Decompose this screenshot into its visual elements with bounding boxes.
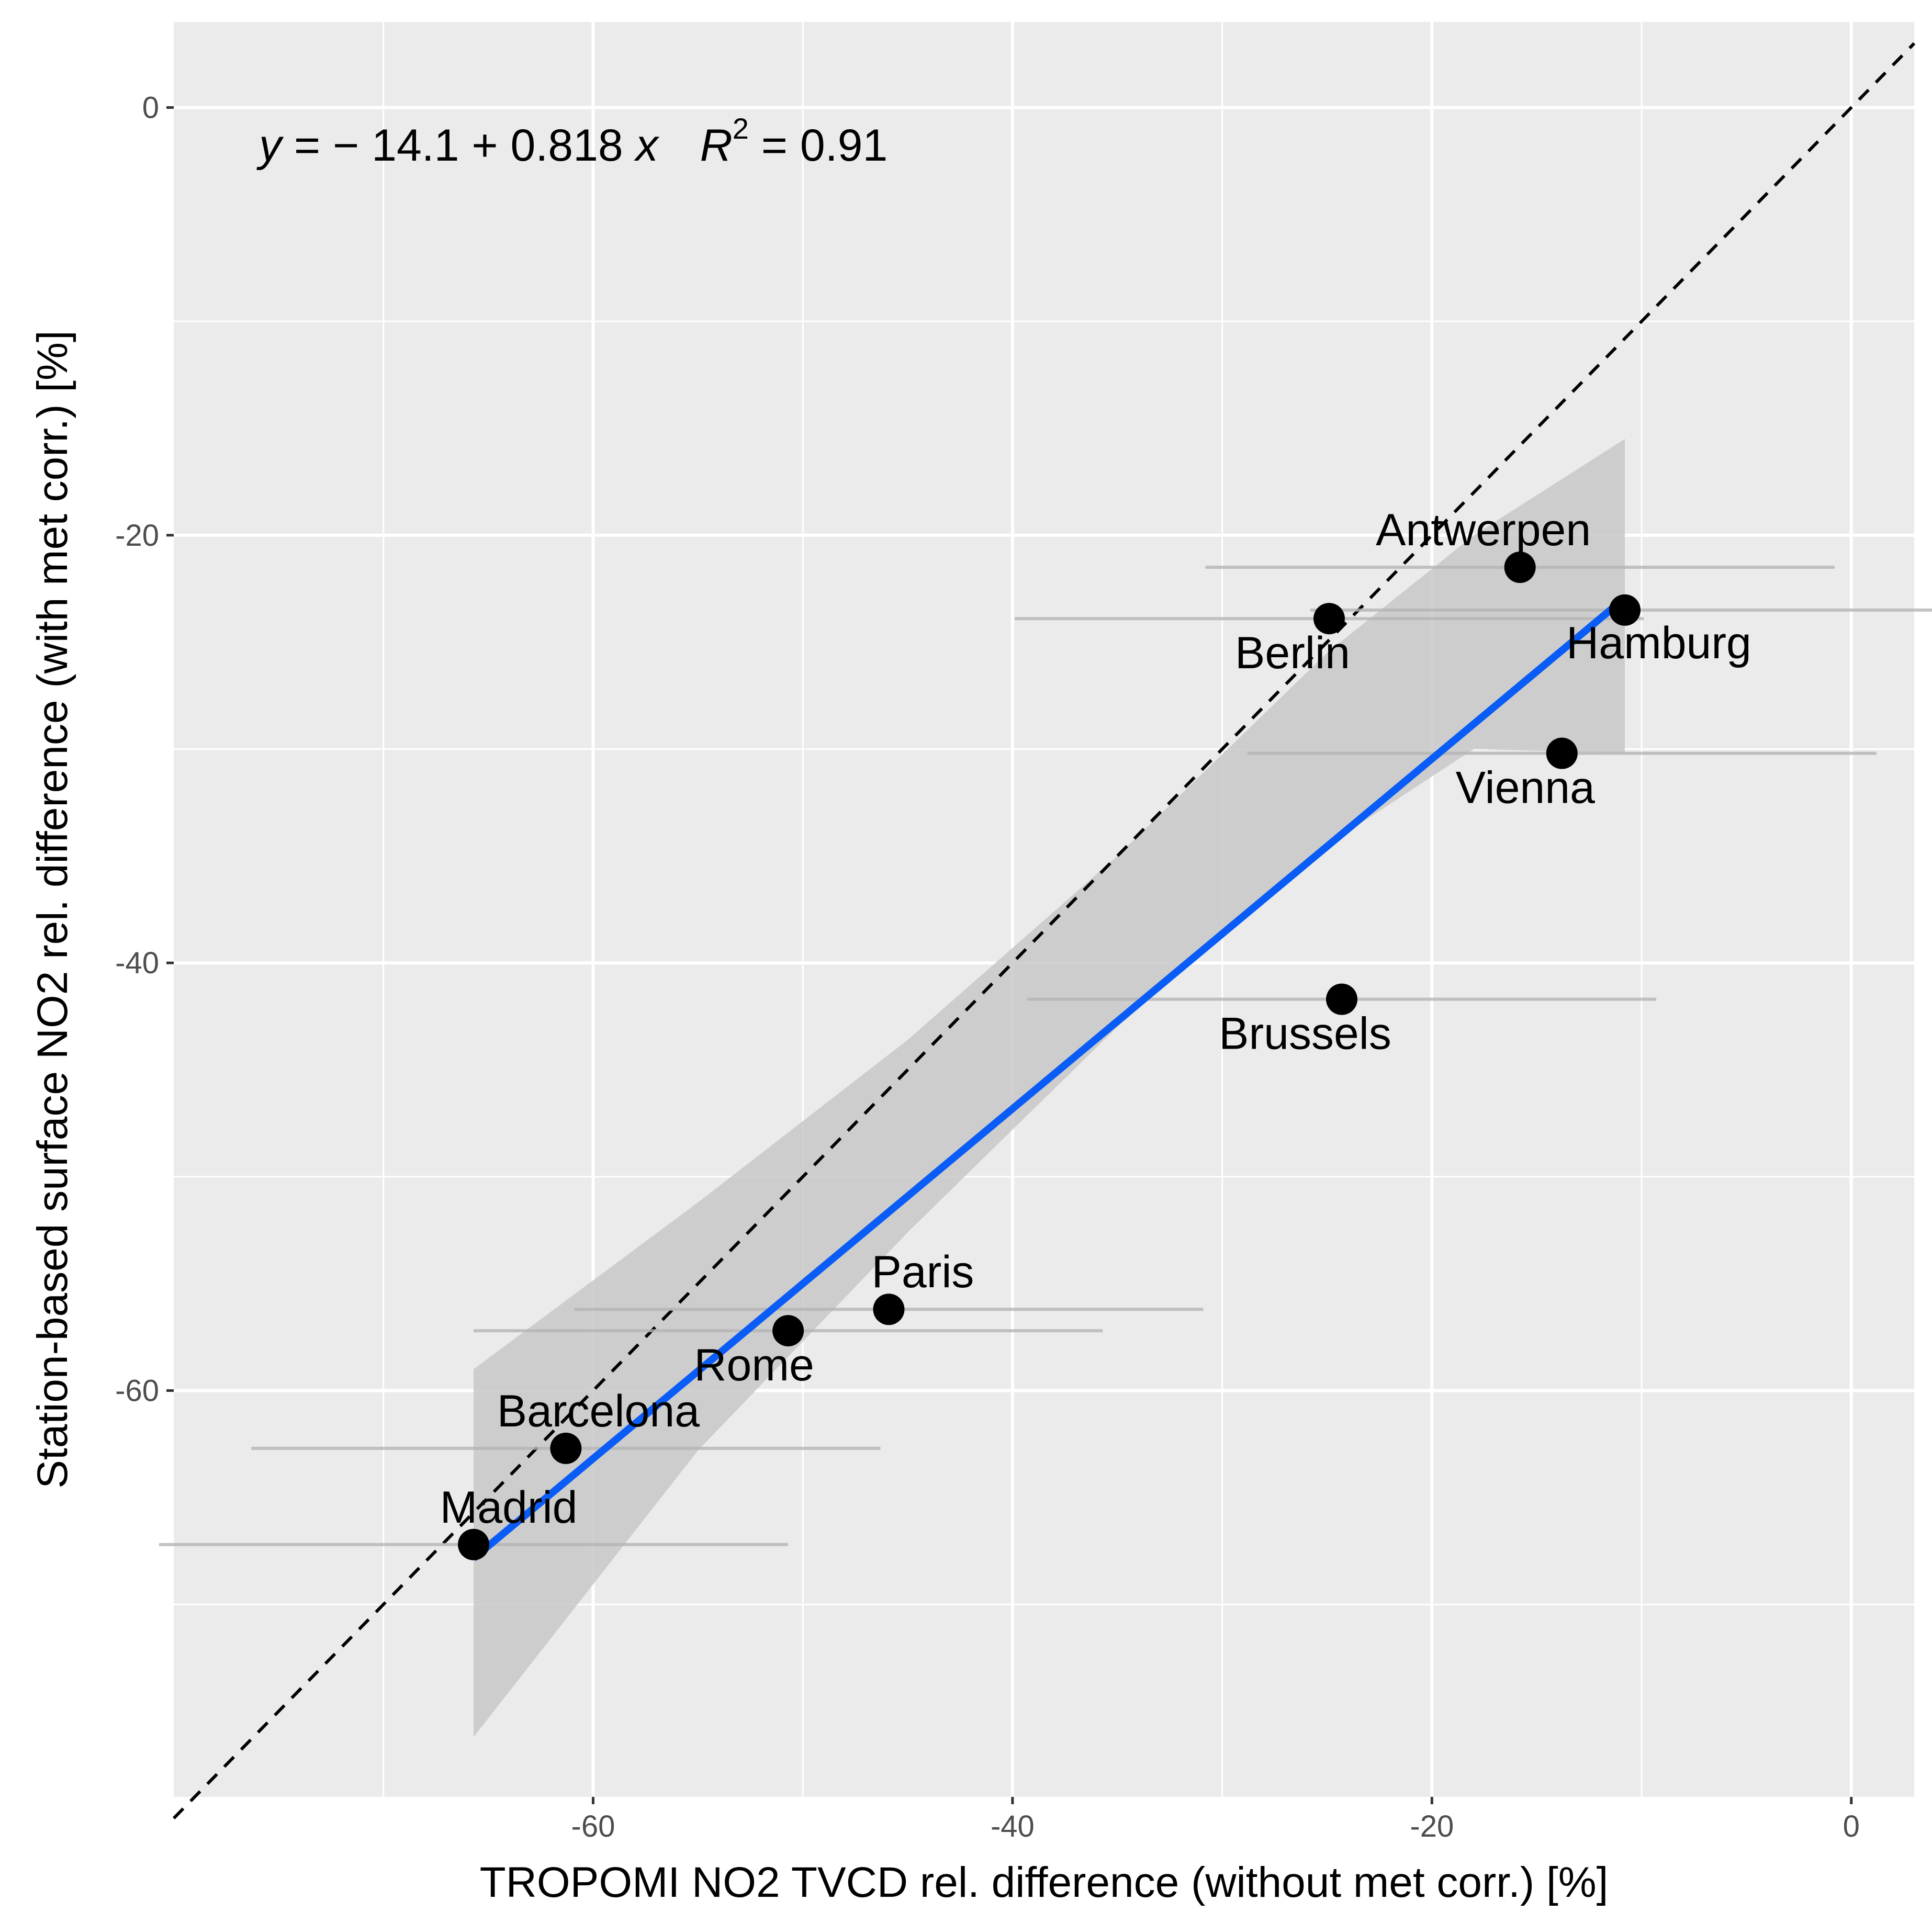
equation-y-var: y — [256, 120, 284, 171]
x-axis-title: TROPOMI NO2 TVCD rel. difference (withou… — [480, 1859, 1609, 1906]
y-tick-label: -40 — [115, 946, 159, 980]
x-tick-label: -20 — [1410, 1809, 1454, 1843]
point-berlin — [1313, 603, 1345, 635]
point-brussels — [1326, 983, 1358, 1015]
point-paris — [873, 1294, 905, 1325]
confidence-band — [474, 438, 1625, 1737]
x-tick-label: 0 — [1843, 1809, 1860, 1843]
point-labels: Antwerpen Berlin Hamburg Vienna Brussels Pari… — [440, 505, 1751, 1533]
regression-fit-line — [471, 595, 1627, 1561]
point-barcelona — [550, 1432, 582, 1464]
data-points — [458, 552, 1641, 1560]
y-axis-ticks: 0 -20 -40 -60 — [115, 91, 174, 1408]
point-madrid — [458, 1528, 490, 1560]
regression-line — [471, 595, 1627, 1561]
label-berlin: Berlin — [1235, 628, 1350, 678]
x-tick-label: -40 — [991, 1809, 1035, 1843]
label-paris: Paris — [871, 1247, 974, 1297]
label-madrid: Madrid — [440, 1482, 578, 1533]
y-tick-label: -20 — [115, 519, 159, 553]
equation-r-var: R — [700, 120, 733, 171]
y-tick-label: -60 — [115, 1374, 159, 1408]
equation-body: = − 14.1 + 0.818 — [282, 120, 636, 171]
label-barcelona: Barcelona — [497, 1386, 700, 1436]
point-hamburg — [1609, 594, 1641, 626]
equation-r-value: = 0.91 — [749, 120, 888, 171]
x-axis-ticks: -60 -40 -20 0 — [571, 1797, 1860, 1843]
plot-panel — [174, 22, 1914, 1797]
identity-line — [172, 42, 1916, 1819]
x-tick-label: -60 — [571, 1809, 615, 1843]
label-brussels: Brussels — [1219, 1009, 1391, 1059]
regression-equation: y = − 14.1 + 0.818 x R2 = 0.91 — [256, 112, 888, 171]
point-rome — [772, 1315, 804, 1347]
point-vienna — [1546, 737, 1578, 769]
label-antwerpen: Antwerpen — [1376, 505, 1591, 555]
point-antwerpen — [1504, 552, 1536, 583]
y-axis-title: Station-based surface NO2 rel. differenc… — [29, 330, 76, 1488]
label-vienna: Vienna — [1456, 763, 1595, 813]
identity-dashed-line — [172, 42, 1916, 1819]
label-hamburg: Hamburg — [1566, 618, 1751, 668]
label-rome: Rome — [694, 1340, 814, 1390]
equation-r-exponent: 2 — [733, 112, 749, 145]
equation-x-var: x — [634, 120, 660, 171]
y-tick-label: 0 — [142, 91, 159, 125]
confidence-band-area — [474, 438, 1625, 1737]
